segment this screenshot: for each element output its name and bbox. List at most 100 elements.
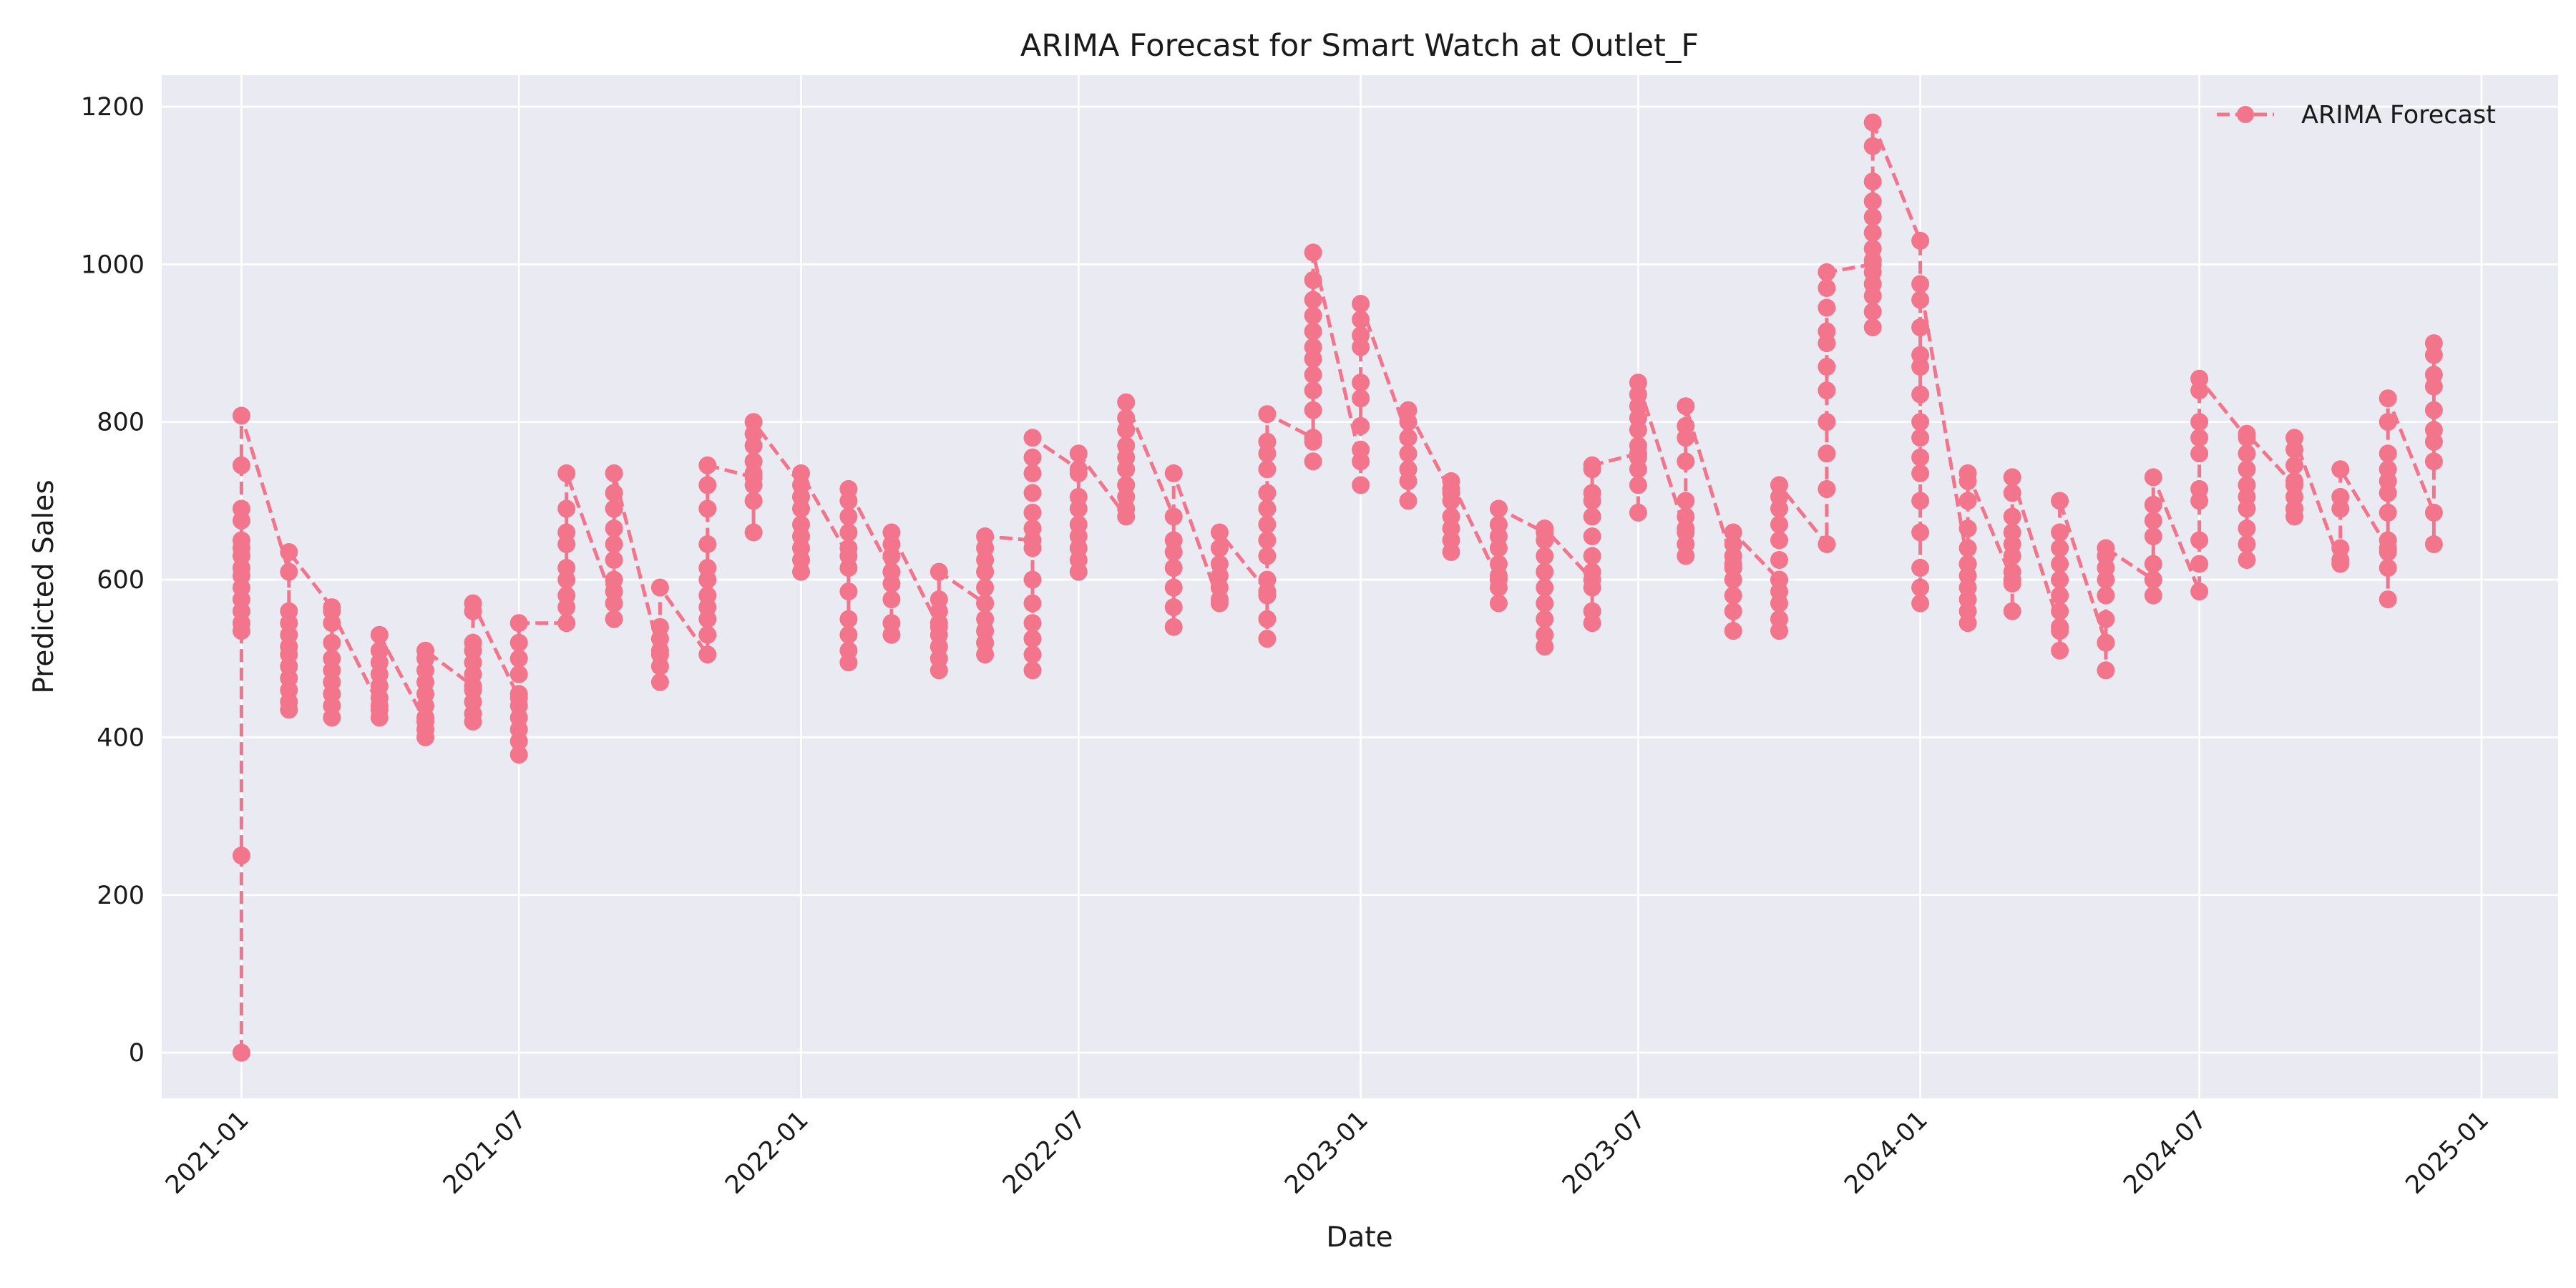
data-point (1023, 539, 1042, 557)
data-point (1258, 432, 1277, 451)
data-point (2051, 555, 2069, 573)
data-point (882, 562, 901, 581)
data-point (1863, 208, 1882, 226)
data-point (2331, 539, 2350, 557)
data-point (1863, 303, 1882, 321)
y-tick-label: 1000 (81, 250, 145, 279)
data-point (509, 685, 528, 703)
data-point (2424, 334, 2443, 353)
data-point (744, 452, 763, 471)
data-point (1863, 137, 1882, 155)
data-point (2003, 468, 2021, 487)
data-point (1583, 507, 1601, 526)
data-point (1489, 499, 1508, 518)
data-point (557, 523, 576, 542)
data-point (1352, 295, 1370, 313)
data-point (698, 456, 717, 474)
data-point (1863, 239, 1882, 258)
data-point (605, 519, 623, 537)
data-point (232, 531, 250, 550)
data-point (605, 535, 623, 553)
data-point (1210, 555, 1229, 573)
data-point (839, 559, 858, 577)
data-point (1258, 531, 1277, 550)
data-point (1536, 625, 1554, 644)
y-axis-label: Predicted Sales (28, 479, 60, 693)
data-point (1258, 499, 1277, 518)
data-point (2144, 555, 2162, 573)
legend-label: ARIMA Forecast (2301, 101, 2496, 130)
data-point (1399, 444, 1418, 463)
data-point (1304, 366, 1322, 384)
data-point (1258, 515, 1277, 534)
data-point (1818, 322, 1836, 341)
data-point (1210, 523, 1229, 542)
chart-title: ARIMA Forecast for Smart Watch at Outlet… (1020, 28, 1699, 64)
data-point (2003, 602, 2021, 620)
data-point (2190, 582, 2209, 601)
data-point (509, 649, 528, 668)
data-point (839, 523, 858, 542)
data-point (605, 484, 623, 502)
data-point (698, 586, 717, 605)
y-tick-label: 200 (97, 882, 145, 910)
data-point (232, 499, 250, 518)
data-point (323, 649, 341, 668)
data-point (2190, 479, 2209, 498)
data-point (2190, 413, 2209, 431)
data-point (839, 641, 858, 660)
data-point (1629, 503, 1647, 522)
data-point (2238, 460, 2256, 479)
data-point (509, 746, 528, 764)
data-point (2238, 551, 2256, 569)
data-point (1536, 547, 1554, 565)
data-point (1677, 507, 1695, 526)
y-tick-label: 1200 (81, 93, 145, 122)
data-point (1164, 578, 1183, 597)
data-point (1164, 507, 1183, 526)
data-point (1911, 385, 1930, 404)
data-point (650, 657, 669, 675)
data-point (464, 680, 482, 699)
data-point (1818, 381, 1836, 400)
data-point (792, 515, 810, 534)
data-point (1863, 318, 1882, 336)
data-point (1304, 243, 1322, 262)
data-point (2424, 401, 2443, 419)
y-tick-label: 0 (129, 1039, 145, 1068)
data-point (1304, 291, 1322, 309)
data-point (1023, 519, 1042, 537)
data-point (2424, 421, 2443, 439)
data-point (1958, 492, 1977, 510)
data-point (1863, 172, 1882, 191)
data-point (792, 464, 810, 482)
data-point (370, 641, 389, 660)
data-point (2003, 507, 2021, 526)
data-point (1677, 492, 1695, 510)
data-point (1770, 476, 1788, 494)
data-point (1164, 559, 1183, 577)
data-point (1399, 401, 1418, 419)
data-point (605, 464, 623, 482)
data-point (1724, 523, 1742, 542)
data-point (2424, 503, 2443, 522)
data-point (698, 499, 717, 518)
data-point (1536, 562, 1554, 581)
data-point (1863, 113, 1882, 132)
data-point (930, 562, 948, 581)
data-point (1770, 515, 1788, 534)
data-point (2190, 369, 2209, 388)
data-point (2238, 424, 2256, 443)
data-point (698, 645, 717, 664)
data-point (1489, 594, 1508, 613)
data-point (698, 476, 717, 494)
data-point (1818, 535, 1836, 553)
data-point (1911, 464, 1930, 482)
data-point (2285, 487, 2303, 506)
data-point (1023, 661, 1042, 680)
data-point (839, 625, 858, 644)
data-point (2097, 661, 2115, 680)
data-point (1818, 279, 1836, 297)
data-point (1911, 578, 1930, 597)
data-point (1489, 515, 1508, 534)
